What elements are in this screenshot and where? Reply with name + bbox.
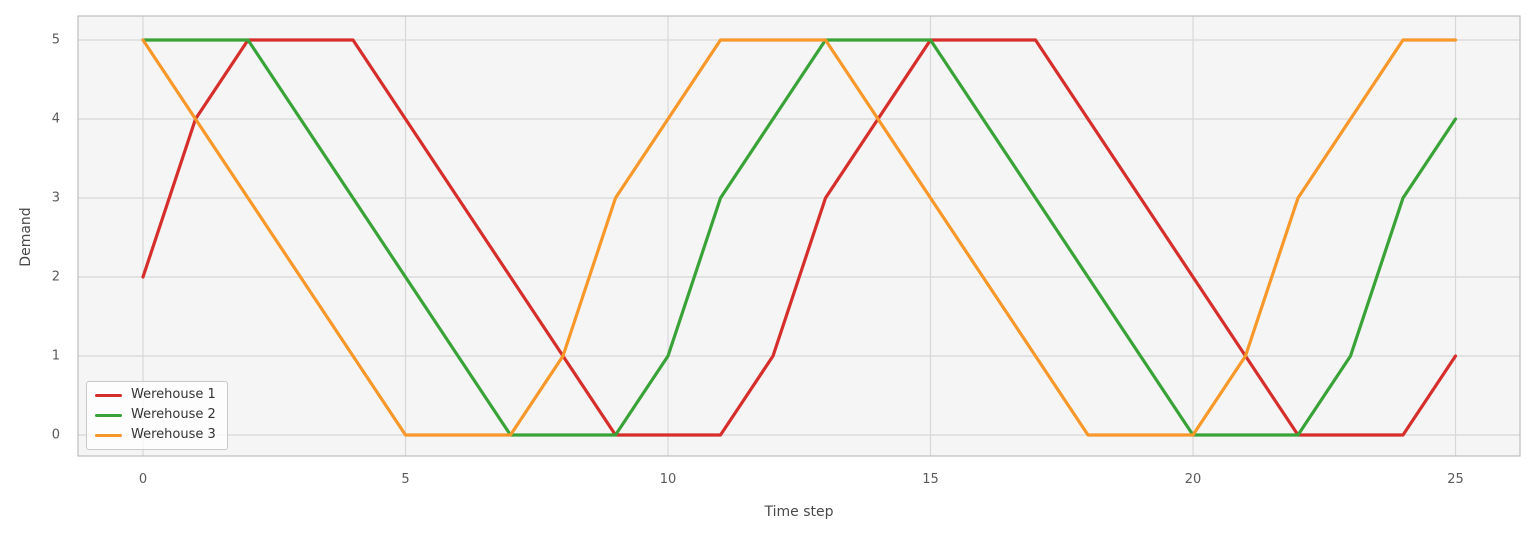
legend-line-swatch bbox=[95, 413, 122, 418]
legend-item-werehouse-3: Werehouse 3 bbox=[95, 426, 219, 443]
x-tick-label: 10 bbox=[659, 472, 677, 487]
legend-item-werehouse-1: Werehouse 1 bbox=[95, 387, 219, 403]
y-tick-label: 3 bbox=[51, 190, 60, 206]
y-tick-label: 4 bbox=[51, 111, 60, 127]
legend-label: Werehouse 2 bbox=[131, 406, 216, 422]
x-tick-label: 25 bbox=[1447, 472, 1464, 487]
y-axis-label: Demand bbox=[18, 207, 34, 267]
x-axis-label: Time step bbox=[764, 504, 834, 520]
y-tick-label: 2 bbox=[51, 269, 60, 285]
legend-item-werehouse-2: Werehouse 2 bbox=[95, 406, 219, 423]
x-tick-label: 15 bbox=[922, 472, 939, 487]
x-tick-label: 20 bbox=[1184, 472, 1202, 487]
y-tick-label: 0 bbox=[51, 427, 60, 443]
x-tick-label: 0 bbox=[138, 472, 148, 487]
series-line-werehouse-2 bbox=[141, 38, 1458, 437]
x-tick-label: 5 bbox=[401, 472, 410, 487]
legend-label: Werehouse 3 bbox=[131, 426, 216, 442]
series-line-werehouse-1 bbox=[141, 38, 1458, 437]
legend-line-swatch bbox=[95, 433, 122, 438]
legend: Werehouse 1 Werehouse 2 Werehouse 3 bbox=[86, 381, 228, 450]
legend-label: Werehouse 1 bbox=[131, 387, 216, 402]
legend-line-swatch bbox=[95, 393, 122, 398]
series-line-werehouse-3 bbox=[141, 38, 1458, 437]
plot-area bbox=[78, 16, 1520, 456]
y-tick-label: 1 bbox=[51, 348, 60, 364]
y-tick-label: 5 bbox=[51, 32, 60, 48]
plot-border bbox=[77, 15, 1521, 457]
